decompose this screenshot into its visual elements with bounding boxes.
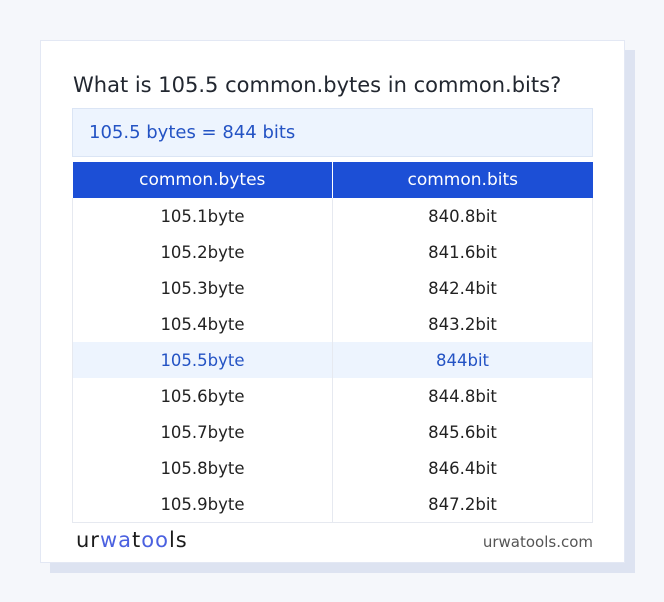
cell-bytes: 105.5byte	[72, 342, 333, 378]
cell-bits: 844.8bit	[332, 378, 593, 414]
cell-bytes: 105.6byte	[72, 378, 333, 414]
cell-bits: 840.8bit	[332, 198, 593, 234]
result-box: 105.5 bytes = 844 bits	[72, 108, 593, 157]
cell-bytes: 105.2byte	[72, 234, 333, 270]
table-row: 105.4byte 843.2bit	[72, 306, 593, 342]
cell-bits: 847.2bit	[332, 486, 593, 523]
page-title: What is 105.5 common.bytes in common.bit…	[73, 73, 562, 97]
cell-bits: 846.4bit	[332, 450, 593, 486]
cell-bits: 842.4bit	[332, 270, 593, 306]
cell-bytes: 105.8byte	[72, 450, 333, 486]
table-row: 105.8byte 846.4bit	[72, 450, 593, 486]
cell-bits: 845.6bit	[332, 414, 593, 450]
table-row: 105.1byte 840.8bit	[72, 198, 593, 234]
cell-bytes: 105.1byte	[72, 198, 333, 234]
converter-card: What is 105.5 common.bytes in common.bit…	[40, 40, 625, 563]
cell-bits: 841.6bit	[332, 234, 593, 270]
table-row: 105.7byte 845.6bit	[72, 414, 593, 450]
table-row: 105.5byte 844bit	[72, 342, 593, 378]
header-bytes: common.bytes	[72, 162, 333, 198]
table-row: 105.3byte 842.4bit	[72, 270, 593, 306]
result-text: 105.5 bytes = 844 bits	[89, 122, 296, 143]
cell-bits: 843.2bit	[332, 306, 593, 342]
table-row: 105.2byte 841.6bit	[72, 234, 593, 270]
cell-bytes: 105.3byte	[72, 270, 333, 306]
table-row: 105.6byte 844.8bit	[72, 378, 593, 414]
cell-bytes: 105.4byte	[72, 306, 333, 342]
cell-bits: 844bit	[332, 342, 593, 378]
urwatools-logo[interactable]: urwatools	[76, 528, 188, 552]
header-bits: common.bits	[332, 162, 593, 198]
cell-bytes: 105.7byte	[72, 414, 333, 450]
table-row: 105.9byte 847.2bit	[72, 486, 593, 523]
cell-bytes: 105.9byte	[72, 486, 333, 523]
conversion-table: common.bytes common.bits 105.1byte 840.8b…	[72, 162, 593, 523]
site-url[interactable]: urwatools.com	[482, 533, 593, 551]
